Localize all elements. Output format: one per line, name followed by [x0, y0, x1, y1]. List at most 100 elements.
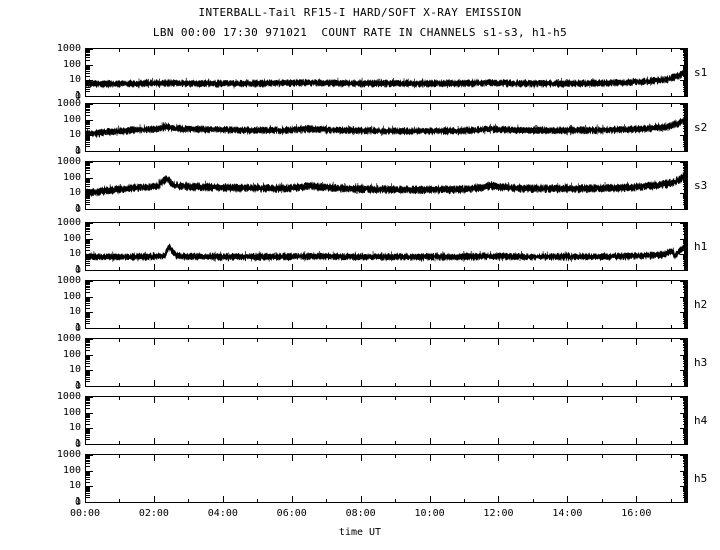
x-tick: [429, 380, 431, 386]
y-tick-minor: [86, 455, 90, 457]
y-tick-label: 1: [74, 322, 81, 333]
x-tick: [464, 441, 466, 444]
x-tick: [395, 383, 397, 386]
x-tick: [326, 104, 328, 107]
y-tick-major: [680, 162, 687, 163]
y-tick-minor: [86, 199, 90, 201]
y-tick-minor: [86, 163, 90, 165]
right-edge-marker: [684, 223, 687, 270]
x-tick: [222, 162, 224, 168]
x-tick: [257, 455, 259, 458]
x-tick: [395, 49, 397, 52]
y-tick-minor: [86, 299, 90, 301]
x-tick: [395, 499, 397, 502]
y-tick-minor: [86, 165, 90, 167]
y-tick-minor: [86, 481, 90, 483]
y-tick-major: [680, 238, 687, 240]
x-tick: [464, 281, 466, 284]
x-tick: [601, 339, 603, 342]
y-tick-minor: [86, 178, 90, 180]
x-tick: [360, 49, 362, 55]
x-tick: [395, 148, 397, 151]
y-tick-minor: [86, 492, 90, 494]
channel-label-s2: s2: [694, 120, 708, 134]
y-tick-minor: [86, 204, 90, 206]
y-tick-major: [86, 397, 93, 398]
y-tick-major: [680, 296, 687, 298]
x-tick: [670, 162, 672, 165]
y-tick-minor: [86, 381, 90, 383]
x-tick: [188, 162, 190, 165]
x-tick: [567, 380, 569, 386]
x-tick: [532, 499, 534, 502]
y-tick-major: [680, 370, 687, 372]
y-tick-major: [86, 470, 93, 472]
y-tick-minor: [86, 104, 90, 106]
x-tick: [222, 203, 224, 209]
y-tick-minor: [86, 57, 90, 59]
x-tick: [636, 496, 638, 502]
y-tick-major: [86, 281, 93, 282]
y-tick-minor: [86, 170, 90, 172]
y-tick-minor: [86, 365, 90, 367]
x-tick: [119, 397, 121, 400]
y-tick-minor: [86, 49, 90, 51]
y-tick-minor: [86, 475, 90, 477]
x-tick: [464, 49, 466, 52]
x-tick: [119, 104, 121, 107]
y-tick-label: 1000: [56, 98, 81, 109]
channel-label-h5: h5: [694, 471, 708, 485]
x-tick: [222, 281, 224, 287]
x-tick: [119, 455, 121, 458]
x-tick: [222, 438, 224, 444]
x-tick: [670, 223, 672, 226]
x-tick: [291, 380, 293, 386]
x-tick-label: 14:00: [552, 508, 583, 519]
x-tick: [601, 397, 603, 400]
x-tick: [498, 397, 500, 403]
y-tick-minor: [86, 429, 90, 431]
y-tick-label: 0: [74, 265, 81, 276]
y-tick-label: 10: [68, 480, 81, 492]
x-tick: [153, 438, 155, 444]
x-tick: [498, 322, 500, 328]
right-edge-marker: [684, 281, 687, 328]
x-tick: [464, 339, 466, 342]
y-tick-major: [86, 502, 93, 503]
x-tick: [670, 455, 672, 458]
x-tick: [636, 438, 638, 444]
x-tick: [119, 281, 121, 284]
x-tick: [188, 281, 190, 284]
x-tick: [498, 90, 500, 96]
y-tick-minor: [86, 403, 90, 405]
y-tick-major: [86, 486, 93, 488]
y-tick-minor: [86, 281, 90, 283]
x-tick: [222, 104, 224, 110]
x-tick: [498, 380, 500, 386]
x-tick: [222, 49, 224, 55]
x-tick: [532, 441, 534, 444]
y-tick-label: 1000: [56, 449, 81, 460]
y-tick-minor: [86, 249, 90, 251]
y-tick-major: [680, 412, 687, 414]
right-edge-marker: [684, 49, 687, 96]
x-tick: [670, 325, 672, 328]
x-tick: [532, 383, 534, 386]
trace-s3: [86, 162, 687, 209]
x-tick: [429, 339, 431, 345]
x-tick: [532, 267, 534, 270]
y-tick-minor: [86, 399, 90, 401]
x-tick: [429, 90, 431, 96]
x-tick: [395, 93, 397, 96]
x-tick: [429, 397, 431, 403]
panel-h3: [85, 338, 688, 387]
x-tick: [188, 104, 190, 107]
y-tick-label: 1: [74, 438, 81, 449]
x-tick: [257, 267, 259, 270]
y-tick-minor: [86, 340, 90, 342]
x-tick: [464, 104, 466, 107]
x-tick: [360, 90, 362, 96]
x-tick: [532, 397, 534, 400]
y-tick-major: [680, 386, 687, 387]
panel-s3: [85, 161, 688, 210]
